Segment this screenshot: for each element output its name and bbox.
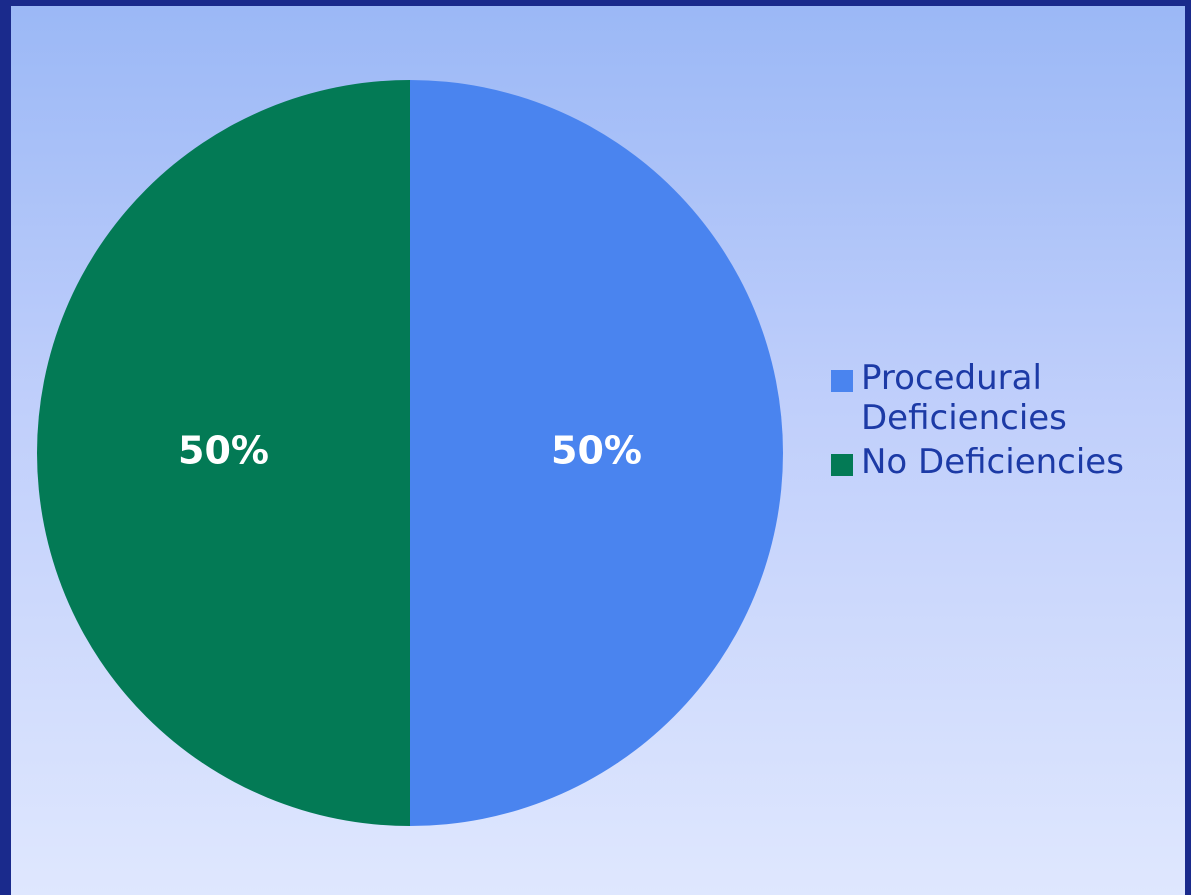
legend-entry: Procedural Deficiencies [831,358,1181,438]
legend-entry: No Deficiencies [831,442,1181,482]
legend-swatch [831,370,853,392]
data-label: 50% [551,429,642,473]
chart: 50% 50% [37,80,783,826]
pie-slice [410,80,783,826]
legend-label: No Deficiencies [861,442,1124,482]
data-label: 50% [178,429,269,473]
pie-slice [37,80,410,826]
legend: Procedural Deficiencies No Deficiencies [831,358,1181,486]
legend-label: Procedural Deficiencies [861,358,1067,438]
legend-swatch [831,454,853,476]
